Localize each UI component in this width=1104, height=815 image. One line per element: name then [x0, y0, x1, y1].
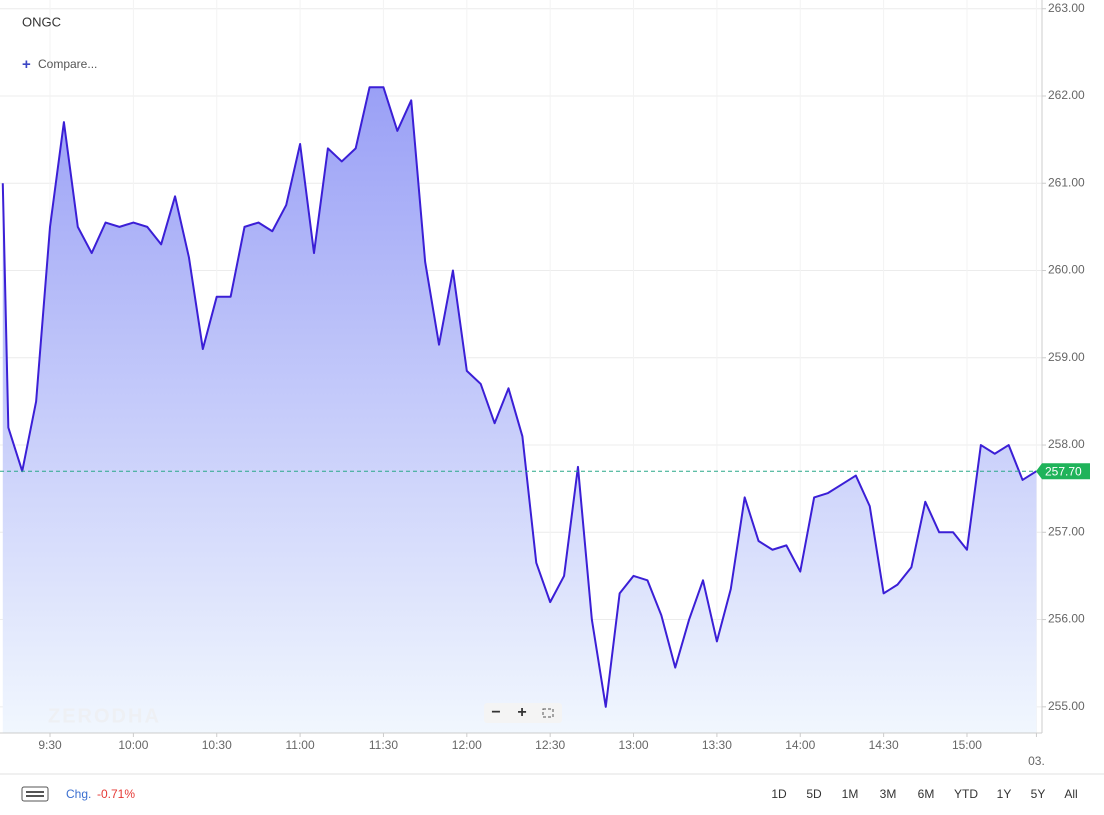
range-button[interactable]: 5D [806, 787, 822, 801]
y-tick-label: 263.00 [1048, 1, 1085, 15]
x-tick-label: 9:30 [38, 738, 62, 752]
x-tick-label: 11:30 [369, 738, 398, 752]
y-tick-label: 261.00 [1048, 175, 1085, 189]
last-price-label: 257.70 [1045, 464, 1082, 478]
keyboard-icon[interactable] [21, 786, 49, 802]
y-tick-label: 260.00 [1048, 263, 1085, 277]
range-button[interactable]: 6M [918, 787, 935, 801]
y-tick-label: 258.00 [1048, 437, 1085, 451]
fullscreen-button[interactable] [542, 708, 554, 718]
x-tick-label: 10:30 [202, 738, 232, 752]
area-fill [2, 87, 1037, 733]
zoom-out[interactable]: − [491, 704, 500, 721]
chart-title: ONGC [22, 14, 61, 29]
last-price-tag [1036, 463, 1090, 480]
range-buttons: 1D 5D 1M 3M 6M YTD 1Y 5Y All [771, 787, 1077, 801]
x-tick-label: 03. [1028, 754, 1045, 768]
compare-button[interactable]: Compare... [38, 57, 97, 71]
range-button[interactable]: YTD [954, 787, 978, 801]
zoom-panel [484, 703, 562, 723]
range-button[interactable]: 5Y [1031, 787, 1046, 801]
y-tick-label: 256.00 [1048, 612, 1085, 626]
x-tick-label: 14:30 [869, 738, 899, 752]
y-tick-label: 257.00 [1048, 524, 1085, 538]
range-button[interactable]: 1D [771, 787, 787, 801]
range-button[interactable]: All [1064, 787, 1077, 801]
x-tick-label: 13:00 [619, 738, 649, 752]
keyboard-keys [26, 791, 44, 793]
x-tick-label: 15:00 [952, 738, 982, 752]
range-button[interactable]: 1Y [997, 787, 1012, 801]
x-tick-label: 12:30 [535, 738, 565, 752]
range-button[interactable]: 3M [880, 787, 897, 801]
x-tick-label: 10:00 [118, 738, 148, 752]
x-tick-label: 13:30 [702, 738, 732, 752]
price-line [1, 86, 1037, 708]
y-tick-label: 262.00 [1048, 88, 1085, 102]
x-tick-label: 12:00 [452, 738, 482, 752]
x-tick-label: 11:00 [286, 738, 315, 752]
change-label: Chg. [66, 787, 91, 801]
y-tick-label: 255.00 [1048, 699, 1085, 713]
zoom-in[interactable]: + [517, 704, 526, 721]
y-tick-label: 259.00 [1048, 350, 1085, 364]
compare-plus[interactable]: + [22, 56, 31, 73]
watermark: ZERODHA [48, 705, 161, 727]
plot [0, 86, 1042, 733]
change-value: -0.71% [97, 787, 135, 801]
x-tick-label: 14:00 [785, 738, 815, 752]
keyboard-keys [26, 795, 44, 797]
range-button[interactable]: 1M [842, 787, 859, 801]
